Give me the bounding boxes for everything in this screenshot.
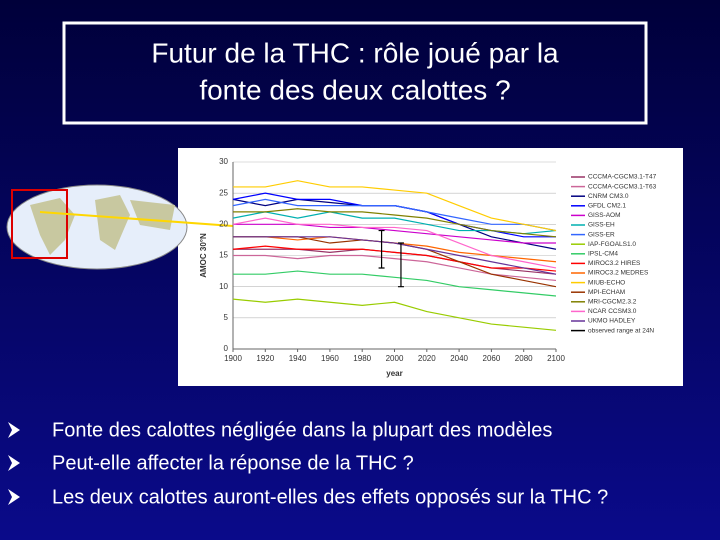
legend-label: CNRM CM3.0 [588, 193, 629, 200]
y-axis-label: AMOC 30°N [199, 233, 208, 278]
title: fonte des deux calottes ? [199, 74, 510, 105]
legend-label: MPI-ECHAM [588, 289, 625, 296]
x-tick-label: 2060 [483, 354, 501, 363]
y-tick-label: 20 [219, 219, 228, 228]
y-tick-label: 30 [219, 157, 228, 166]
x-tick-label: 1920 [256, 354, 274, 363]
x-axis-label: year [386, 369, 402, 378]
legend-label: MIROC3.2 MEDRES [588, 270, 649, 277]
citation: 2007 [578, 364, 601, 375]
y-tick-label: 15 [219, 251, 228, 260]
bullet-text: Peut-elle affecter la réponse de la THC … [52, 452, 414, 474]
legend-label: CCCMA-CGCM3.1-T63 [588, 183, 657, 190]
title: Futur de la THC : rôle joué par la [151, 37, 559, 68]
series-line [233, 270, 557, 297]
x-tick-label: 1900 [224, 354, 242, 363]
y-tick-label: 5 [224, 313, 229, 322]
y-tick-label: 25 [219, 188, 228, 197]
series-line [232, 198, 557, 232]
legend-label: NCAR CCSM3.0 [588, 308, 637, 315]
x-tick-label: 1960 [321, 354, 339, 363]
series-line [233, 180, 557, 232]
series-line [232, 298, 557, 331]
series-line [232, 245, 557, 272]
bullet-text: Fonte des calottes négligée dans la plup… [52, 419, 552, 441]
x-tick-label: 2080 [515, 354, 533, 363]
title-box [62, 21, 648, 125]
legend-label: GISS-EH [588, 222, 615, 229]
y-tick-label: 0 [224, 344, 229, 353]
map-land [95, 195, 130, 250]
series-line [232, 217, 557, 269]
legend-label: MIROC3.2 HIRES [588, 260, 641, 267]
legend-label: IAP-FGOALS1.0 [588, 241, 636, 248]
bullet-text: Les deux calottes auront-elles des effet… [52, 486, 608, 508]
x-tick-label: 2000 [386, 354, 404, 363]
series-line [233, 254, 557, 282]
chart: 0 5 10 15 20 25 30 1900 1920 1940 1960 1980 2000 2020… [199, 157, 657, 378]
y-tick-label: 10 [219, 282, 228, 291]
world-map [6, 184, 234, 270]
legend-label: GISS-ER [588, 231, 615, 238]
legend-label: MIUB-ECHO [588, 279, 625, 286]
map-land [130, 200, 175, 230]
bullet-arrow [8, 422, 20, 438]
citation: Schneider et al. [578, 349, 648, 360]
series-line [233, 223, 556, 244]
legend-label: GISS-AOM [588, 212, 621, 219]
observed-range [397, 242, 404, 288]
legend-label: IPSL-CM4 [588, 251, 618, 258]
x-tick-label: 1980 [353, 354, 371, 363]
x-tick-label: 1940 [289, 354, 307, 363]
chart-panel [178, 148, 683, 386]
x-tick-label: 2100 [547, 354, 565, 363]
bullet-arrow [8, 455, 20, 471]
legend-label: CCCMA-CGCM3.1-T47 [588, 174, 657, 181]
legend-label: GFDL CM2.1 [588, 203, 626, 210]
map-highlight [11, 189, 68, 259]
connector [39, 211, 234, 227]
bullet-list: Fonte des calottes négligée dans la plup… [8, 419, 608, 508]
series-line [233, 208, 557, 238]
legend-label: observed range at 24N [588, 327, 654, 334]
legend-label: UKMO HADLEY [588, 318, 636, 325]
series-line [233, 236, 557, 275]
x-tick-label: 2020 [418, 354, 436, 363]
x-tick-label: 2040 [450, 354, 468, 363]
bullet-arrow [8, 489, 20, 505]
observed-range [378, 229, 385, 269]
legend-label: MRI-CGCM2.3.2 [588, 299, 637, 306]
